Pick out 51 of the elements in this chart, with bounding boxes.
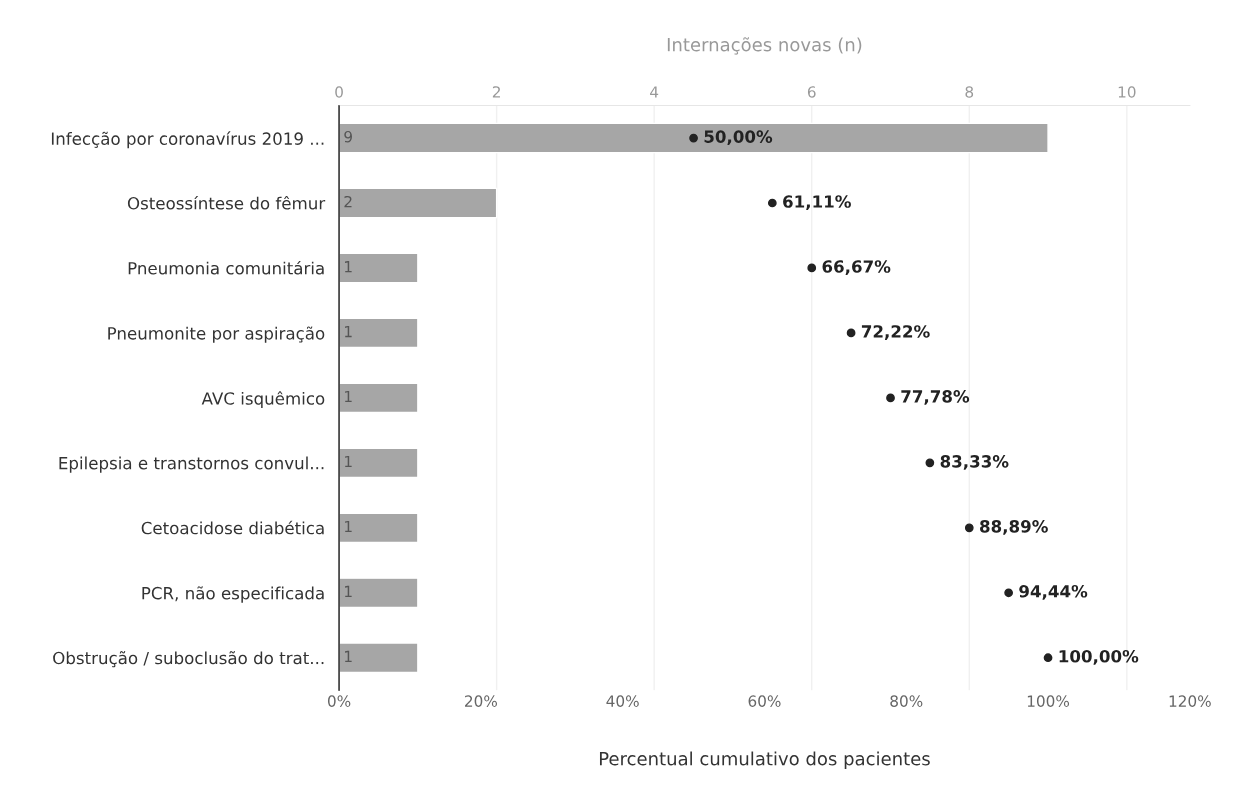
data-label: 1 <box>345 455 352 468</box>
data-label: 83,33% <box>940 455 1009 470</box>
x-tick-label: 60% <box>748 695 781 707</box>
x2-tick-label: 6 <box>807 86 816 98</box>
y-tick-label: Epilepsia e transtornos convul... <box>59 456 324 473</box>
x-tick-label: 0% <box>327 695 351 707</box>
x2-axis-title: Internações novas (n) <box>667 37 862 55</box>
y-tick-label: AVC isquêmico <box>201 391 325 409</box>
data-label: 94,44% <box>1019 584 1088 600</box>
y-tick-label: Infecção por coronavírus 2019 ... <box>51 131 324 149</box>
point <box>1043 653 1053 663</box>
y-tick-label: Osteossíntese do fêmur <box>127 196 326 210</box>
y-tick-label: Obstrução / suboclusão do trat... <box>53 651 324 668</box>
data-label: 100,00% <box>1059 649 1139 665</box>
x-tick-label: 100% <box>1027 695 1070 707</box>
data-label: 72,22% <box>861 325 930 340</box>
point <box>807 263 817 273</box>
x2-tick-label: 0 <box>335 86 343 98</box>
data-label: 1 <box>345 390 352 403</box>
data-label: 2 <box>344 195 352 208</box>
point <box>1004 588 1014 598</box>
data-label: 77,78% <box>901 390 970 405</box>
data-label: 1 <box>345 261 352 273</box>
data-label: 1 <box>345 520 352 533</box>
point <box>886 393 895 403</box>
x2-tick-label: 4 <box>650 86 659 98</box>
data-label: 1 <box>345 326 352 338</box>
x2-tick-label: 10 <box>1118 86 1136 98</box>
point <box>964 523 974 533</box>
x-tick-label: 20% <box>465 695 498 707</box>
x-tick-label: 120% <box>1169 695 1211 707</box>
x-tick-label: 80% <box>890 695 923 707</box>
y-tick-label: PCR, não especificada <box>142 586 324 603</box>
data-label: 1 <box>345 650 352 662</box>
x-tick-label: 40% <box>606 695 639 707</box>
data-label: 88,89% <box>980 520 1048 535</box>
data-label: 50,00% <box>704 130 773 146</box>
y-tick-label: Cetoacidose diabética <box>141 520 324 535</box>
x2-tick-label: 8 <box>965 86 974 98</box>
point <box>925 458 935 468</box>
data-label: 66,67% <box>822 260 891 275</box>
y-tick-label: Pneumonite por aspiração <box>108 326 325 343</box>
data-label: 9 <box>344 130 352 143</box>
point <box>689 133 698 143</box>
point <box>846 328 856 338</box>
x2-tick-label: 2 <box>492 86 500 98</box>
data-label: 1 <box>345 585 352 597</box>
y-tick-label: Pneumonia comunitária <box>128 260 324 275</box>
point <box>767 198 777 208</box>
x-axis-title: Percentual cumulativo dos pacientes <box>599 751 930 769</box>
data-label: 61,11% <box>783 195 851 210</box>
